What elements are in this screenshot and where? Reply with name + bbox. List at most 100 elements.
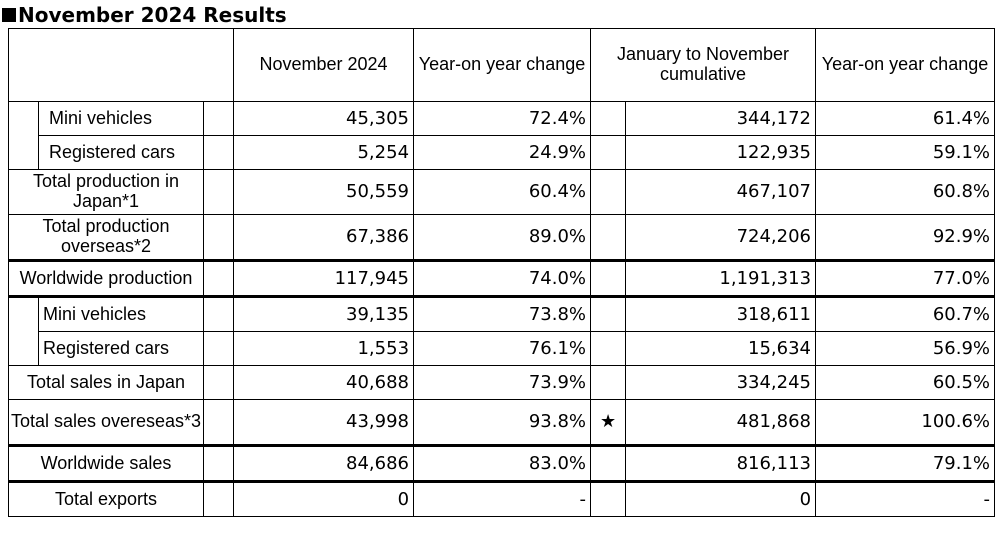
mark-cell [590, 135, 627, 170]
blank-cell [202, 445, 235, 483]
mark-cell [590, 481, 627, 517]
page-title: November 2024 Results [2, 2, 287, 28]
table-row: Registered cars 1,553 76.1% 15,634 56.9% [9, 331, 996, 366]
blank-cell [202, 331, 235, 366]
cumulative-value: 467,107 [625, 169, 817, 215]
mark-cell [590, 296, 627, 332]
mark-cell [590, 331, 627, 366]
header-month: November 2024 [233, 28, 415, 102]
month-value: 0 [233, 481, 415, 517]
blank-cell [202, 260, 235, 298]
cumulative-value: 334,245 [625, 365, 817, 400]
header-row: November 2024 Year-on year change Januar… [7, 28, 996, 102]
row-label: Worldwide production [8, 260, 204, 298]
month-value: 39,135 [233, 296, 415, 332]
results-table: November 2024 Year-on year change Januar… [7, 28, 996, 517]
yoy-cumulative-value: 100.6% [815, 399, 996, 447]
blank-cell [202, 399, 235, 447]
yoy-cumulative-value: 56.9% [815, 331, 996, 366]
yoy-month-value: 93.8% [413, 399, 592, 447]
mark-cell [590, 101, 627, 136]
month-value: 5,254 [233, 135, 415, 170]
yoy-cumulative-value: 60.7% [815, 296, 996, 332]
blank-cell [202, 296, 235, 332]
row-label: Registered cars [38, 135, 204, 170]
yoy-month-value: 24.9% [413, 135, 592, 170]
blank-cell [202, 481, 235, 517]
blank-cell [202, 214, 235, 262]
header-yoy-month: Year-on year change [413, 28, 592, 102]
month-value: 43,998 [233, 399, 415, 447]
square-bullet-icon [2, 8, 16, 22]
table-row: Total sales overeseas*3 43,998 93.8% ★ 4… [8, 399, 996, 447]
yoy-month-value: 89.0% [413, 214, 592, 262]
cumulative-value: 0 [625, 481, 817, 517]
cumulative-value: 816,113 [625, 445, 817, 483]
row-label: Total production in Japan*1 [8, 169, 204, 215]
yoy-month-value: 73.8% [413, 296, 592, 332]
table-row: Mini vehicles 39,135 73.8% 318,611 60.7% [8, 296, 996, 366]
yoy-month-value: 73.9% [413, 365, 592, 400]
blank-cell [202, 169, 235, 215]
blank-cell [202, 135, 235, 170]
mark-cell [590, 214, 627, 262]
yoy-month-value: - [413, 481, 592, 517]
yoy-cumulative-value: 77.0% [815, 260, 996, 298]
row-label: Mini vehicles [38, 296, 204, 332]
table-row: Total production in Japan*1 50,559 60.4%… [8, 169, 996, 215]
yoy-month-value: 60.4% [413, 169, 592, 215]
month-value: 84,686 [233, 445, 415, 483]
table-row: Registered cars 5,254 24.9% 122,935 59.1… [9, 135, 996, 170]
mark-cell [590, 365, 627, 400]
row-label: Registered cars [38, 331, 204, 366]
month-value: 1,553 [233, 331, 415, 366]
cumulative-value: 724,206 [625, 214, 817, 262]
month-value: 50,559 [233, 169, 415, 215]
row-label: Worldwide sales [8, 445, 204, 483]
row-label: Total production overseas*2 [8, 214, 204, 262]
yoy-cumulative-value: 59.1% [815, 135, 996, 170]
cumulative-value: 344,172 [625, 101, 817, 136]
yoy-cumulative-value: 61.4% [815, 101, 996, 136]
table-row: Total sales in Japan 40,688 73.9% 334,24… [8, 365, 996, 400]
indent-cell [8, 101, 39, 170]
table-row: Total production overseas*2 67,386 89.0%… [8, 214, 996, 262]
yoy-month-value: 83.0% [413, 445, 592, 483]
row-label: Total sales in Japan [8, 365, 204, 400]
header-cumulative: January to November cumulative [590, 28, 817, 102]
table-row: Worldwide production 117,945 74.0% 1,191… [8, 260, 996, 298]
title-text: November 2024 Results [18, 3, 287, 27]
blank-cell [202, 101, 235, 136]
blank-cell [202, 365, 235, 400]
yoy-month-value: 76.1% [413, 331, 592, 366]
yoy-cumulative-value: - [815, 481, 996, 517]
cumulative-value: 318,611 [625, 296, 817, 332]
month-value: 67,386 [233, 214, 415, 262]
yoy-cumulative-value: 60.5% [815, 365, 996, 400]
mark-cell [590, 445, 627, 483]
row-label: Total exports [8, 481, 204, 517]
header-yoy-cumulative: Year-on year change [815, 28, 996, 102]
cumulative-value: 15,634 [625, 331, 817, 366]
yoy-cumulative-value: 92.9% [815, 214, 996, 262]
row-label: Total sales overeseas*3 [8, 399, 204, 447]
mark-cell [590, 260, 627, 298]
star-mark: ★ [590, 399, 627, 447]
yoy-month-value: 72.4% [413, 101, 592, 136]
table-row: Total exports 0 - 0 - [8, 481, 996, 517]
table-row: Mini vehicles 45,305 72.4% 344,172 61.4% [8, 101, 996, 170]
yoy-month-value: 74.0% [413, 260, 592, 298]
month-value: 117,945 [233, 260, 415, 298]
row-label: Mini vehicles [38, 101, 204, 136]
month-value: 40,688 [233, 365, 415, 400]
cumulative-value: 1,191,313 [625, 260, 817, 298]
month-value: 45,305 [233, 101, 415, 136]
table-row: Worldwide sales 84,686 83.0% 816,113 79.… [8, 445, 996, 483]
indent-cell [8, 296, 39, 366]
cumulative-value: 481,868 [625, 399, 817, 447]
mark-cell [590, 169, 627, 215]
yoy-cumulative-value: 79.1% [815, 445, 996, 483]
yoy-cumulative-value: 60.8% [815, 169, 996, 215]
header-blank [7, 28, 235, 102]
cumulative-value: 122,935 [625, 135, 817, 170]
